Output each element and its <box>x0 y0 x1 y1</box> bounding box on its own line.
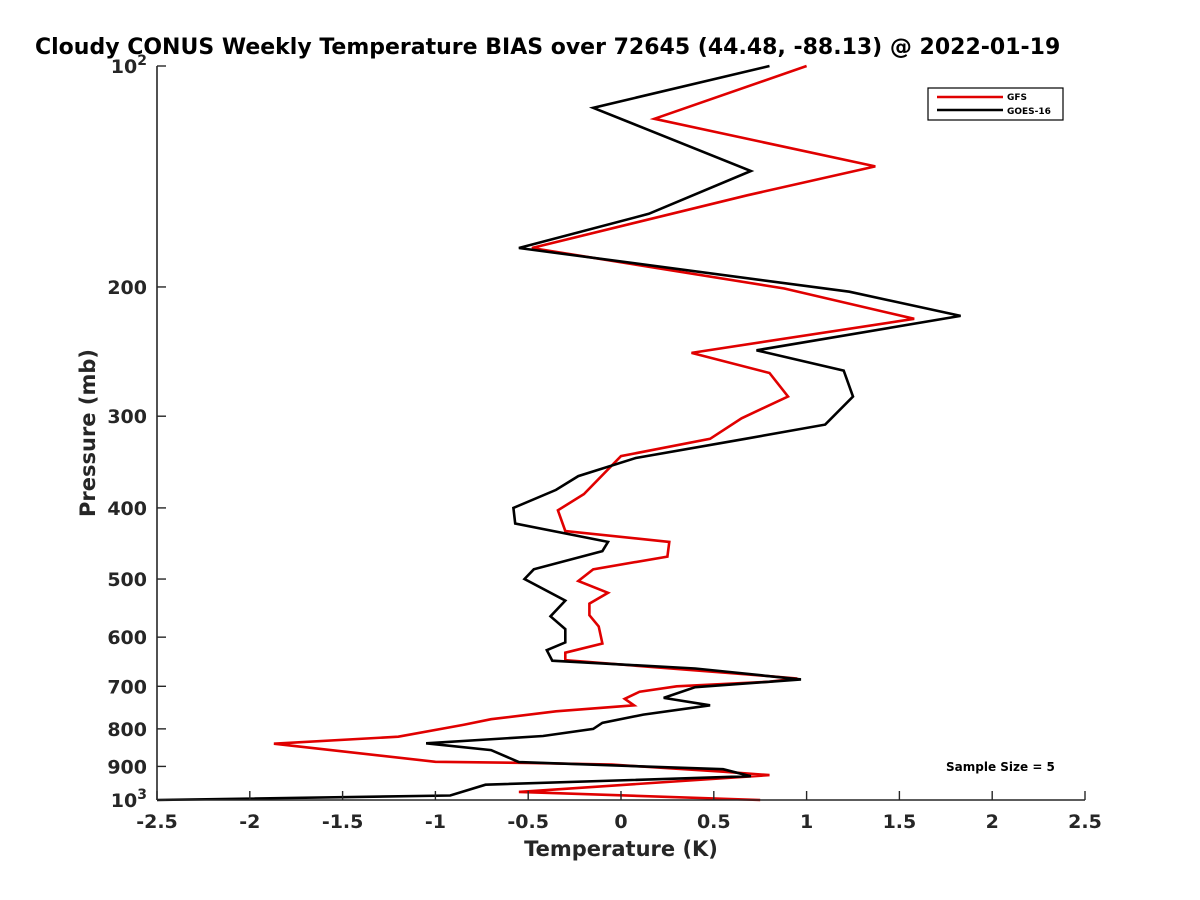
y-tick-label: 103 <box>111 787 147 812</box>
y-tick-label: 200 <box>107 277 147 299</box>
y-tick-label: 800 <box>107 719 147 741</box>
y-tick-label: 500 <box>107 569 147 591</box>
x-tick-label: -1.5 <box>322 811 364 833</box>
y-tick-label: 700 <box>107 676 147 698</box>
legend-box <box>927 87 1064 121</box>
x-ticks: -2.5 -2 -1.5 -1 -0.5 0 0.5 1 1.5 2 2.5 <box>136 791 1102 833</box>
plot-area <box>157 66 1085 800</box>
legend-label-gfs: GFS <box>1007 93 1027 103</box>
x-tick-label: 1.5 <box>883 811 917 833</box>
series-layer <box>156 64 961 802</box>
series-line-gfs <box>273 64 915 802</box>
y-tick-label: 102 <box>111 53 147 78</box>
x-tick-label: 2 <box>986 811 999 833</box>
x-tick-label: -1 <box>425 811 446 833</box>
series-line-goes-16 <box>156 64 961 802</box>
y-tick-label: 300 <box>107 406 147 428</box>
x-tick-label: -0.5 <box>507 811 549 833</box>
legend: GFS GOES-16 <box>927 87 1064 121</box>
legend-label-goes16: GOES-16 <box>1007 107 1051 117</box>
y-axis-label: Pressure (mb) <box>76 349 100 517</box>
x-tick-label: -2.5 <box>136 811 178 833</box>
chart-title: Cloudy CONUS Weekly Temperature BIAS ove… <box>35 35 1060 60</box>
y-tick-label: 400 <box>107 498 147 520</box>
y-tick-label: 600 <box>107 627 147 649</box>
sample-size-annotation: Sample Size = 5 <box>946 760 1055 774</box>
y-tick-label: 900 <box>107 756 147 778</box>
y-ticks: 102 200 300 400 500 600 700 800 900 103 <box>107 53 166 812</box>
x-tick-label: 0 <box>614 811 627 833</box>
x-tick-label: 0.5 <box>697 811 731 833</box>
x-tick-label: -2 <box>239 811 260 833</box>
x-tick-label: 2.5 <box>1068 811 1102 833</box>
x-axis-label: Temperature (K) <box>524 837 718 861</box>
x-tick-label: 1 <box>800 811 813 833</box>
